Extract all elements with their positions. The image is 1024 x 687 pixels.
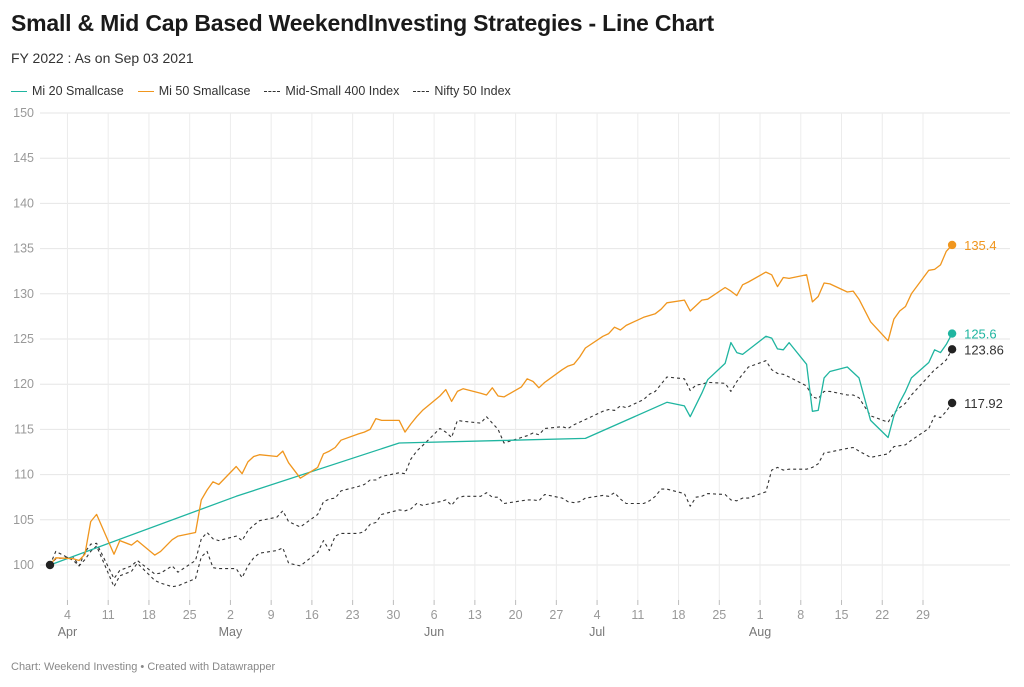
x-tick-label: 6 <box>431 608 438 622</box>
end-label-mi50: 135.4 <box>964 238 997 253</box>
x-tick-label: 25 <box>183 608 197 622</box>
y-tick-label: 130 <box>13 287 34 301</box>
x-tick-label: 16 <box>305 608 319 622</box>
chart-title: Small & Mid Cap Based WeekendInvesting S… <box>11 10 714 36</box>
x-tick-label: 2 <box>227 608 234 622</box>
x-tick-label: 11 <box>631 608 644 622</box>
x-month-label: Jun <box>424 625 444 639</box>
y-tick-label: 125 <box>13 332 34 346</box>
x-month-label: Apr <box>58 625 77 639</box>
x-tick-label: 9 <box>268 608 275 622</box>
end-point-nifty50 <box>947 398 957 408</box>
series-line-mi20 <box>49 333 953 566</box>
x-month-label: Jul <box>589 625 605 639</box>
legend-item-nifty50: Nifty 50 Index <box>413 84 511 98</box>
legend-swatch-mi50 <box>137 90 154 92</box>
y-tick-label: 150 <box>13 106 34 120</box>
end-label-midsmall400: 123.86 <box>964 342 1004 357</box>
x-tick-label: 23 <box>346 608 360 622</box>
series-line-mi50 <box>49 244 953 566</box>
end-label-mi20: 125.6 <box>964 327 997 342</box>
x-tick-label: 20 <box>509 608 523 622</box>
x-tick-label: 27 <box>549 608 563 622</box>
start-point <box>45 560 55 570</box>
x-tick-label: 15 <box>835 608 849 622</box>
series-layer <box>49 244 953 588</box>
y-tick-label: 145 <box>13 151 34 165</box>
legend-label-mi50: Mi 50 Smallcase <box>158 84 251 98</box>
y-tick-label: 120 <box>13 377 34 391</box>
legend-item-mi20: Mi 20 Smallcase <box>11 84 124 98</box>
legend-label-mi20: Mi 20 Smallcase <box>32 84 124 98</box>
y-tick-label: 110 <box>14 468 34 482</box>
y-tick-label: 115 <box>14 422 34 436</box>
y-tick-label: 105 <box>13 513 34 527</box>
y-tick-label: 140 <box>13 196 34 210</box>
x-tick-label: 29 <box>916 608 930 622</box>
x-month-label: May <box>219 625 243 639</box>
x-tick-label: 18 <box>672 608 686 622</box>
x-tick-label: 4 <box>594 608 601 622</box>
legend-label-nifty50: Nifty 50 Index <box>434 84 511 98</box>
legend-swatch-nifty50 <box>413 90 430 92</box>
x-tick-label: 18 <box>142 608 156 622</box>
end-point-mi50 <box>947 240 957 250</box>
series-line-midsmall400 <box>49 349 953 580</box>
x-tick-label: 30 <box>386 608 400 622</box>
footer-credit: Chart: Weekend Investing • Created with … <box>11 661 276 673</box>
chart-subtitle: FY 2022 : As on Sep 03 2021 <box>11 50 194 66</box>
legend-label-midsmall400: Mid-Small 400 Index <box>285 84 400 98</box>
y-tick-label: 100 <box>13 558 34 572</box>
marker-layer: 125.6 135.4 123.86 117.92 <box>45 238 1004 570</box>
legend-item-midsmall400: Mid-Small 400 Index <box>264 84 399 98</box>
x-tick-label: 4 <box>64 608 71 622</box>
x-month-label: Aug <box>749 625 771 639</box>
series-line-nifty50 <box>49 402 953 588</box>
end-label-nifty50: 117.92 <box>964 396 1003 411</box>
y-tick-label: 135 <box>13 242 34 256</box>
legend-swatch-midsmall400 <box>264 90 281 92</box>
x-tick-label: 25 <box>712 608 726 622</box>
x-tick-label: 11 <box>102 608 115 622</box>
legend-item-mi50: Mi 50 Smallcase <box>137 84 251 98</box>
end-point-midsmall400 <box>947 345 957 354</box>
legend: Mi 20 Smallcase Mi 50 Smallcase Mid-Smal… <box>11 84 511 98</box>
x-tick-label: 8 <box>797 608 804 622</box>
x-tick-label: 13 <box>468 608 482 622</box>
end-point-mi20 <box>947 329 957 338</box>
legend-swatch-mi20 <box>11 90 27 92</box>
x-tick-label: 1 <box>757 608 764 622</box>
x-tick-label: 22 <box>875 608 889 622</box>
